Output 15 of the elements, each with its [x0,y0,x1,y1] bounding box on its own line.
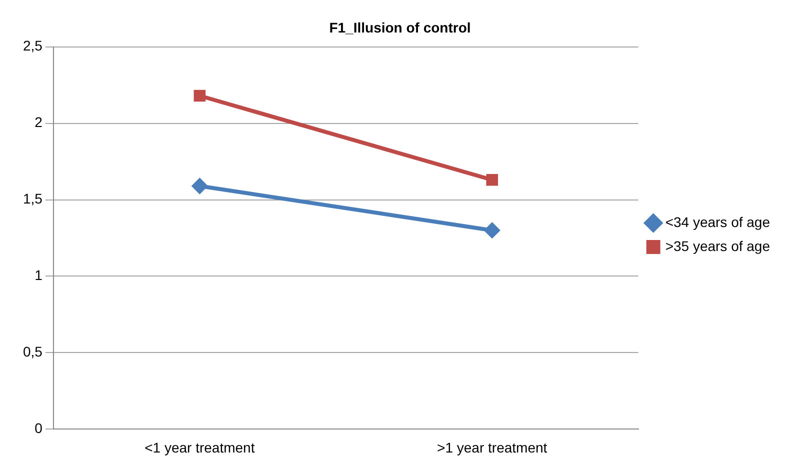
y-tick-label: 2,5 [22,38,43,54]
legend-label: <34 years of age [665,214,770,230]
y-tick-label: 0,5 [22,344,43,360]
point [486,174,498,186]
y-tick-label: 1 [34,267,43,284]
point [192,178,208,194]
chart-title: F1_Illusion of control [329,19,471,36]
point [484,222,500,238]
y-tick-label: 0 [34,420,43,436]
x-tick-label: <1 year treatment [144,439,255,456]
x-tick-label: >1 year treatment [437,439,548,456]
point [194,90,206,102]
legend-label: >35 years of age [665,238,770,254]
y-tick-label: 1,5 [22,190,43,207]
y-tick-label: 2 [34,114,43,130]
